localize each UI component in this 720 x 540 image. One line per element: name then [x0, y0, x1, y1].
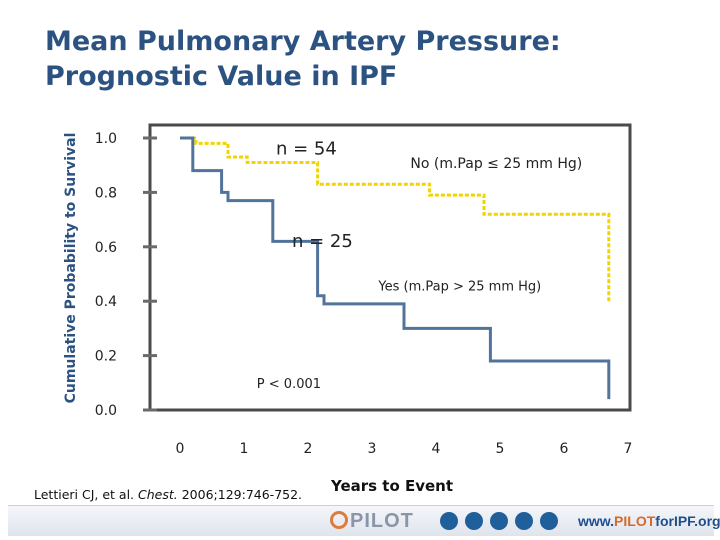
x-axis-label: Years to Event: [330, 477, 453, 495]
pilot-brand: PILOT: [350, 510, 414, 532]
citation: Lettieri CJ, et al. Chest. 2006;129:746-…: [34, 487, 302, 502]
y-tick-label: 0.2: [95, 349, 117, 365]
yes-count-label: n = 25: [292, 231, 353, 252]
x-tick-label: 4: [432, 441, 441, 457]
no-series-line: [180, 136, 611, 302]
page-title: Mean Pulmonary Artery Pressure: Prognost…: [45, 24, 561, 94]
citation-journal: Chest.: [138, 487, 178, 502]
yes-series-line: [180, 136, 611, 400]
url-accent: PILOT: [614, 513, 656, 529]
partner-logo-icon: [515, 512, 533, 530]
x-tick-label: 3: [368, 441, 377, 457]
pilot-logo: PILOT: [330, 510, 414, 533]
p-value-annotation: P < 0.001: [257, 377, 321, 392]
x-tick-label: 1: [240, 441, 249, 457]
y-tick-label: 0.6: [95, 240, 117, 256]
partner-logo-icon: [540, 512, 558, 530]
url-suffix: forIPF.org: [655, 513, 720, 529]
footer-banner: PILOT www.PILOTforIPF.org: [8, 505, 720, 536]
no-count-label: n = 54: [276, 138, 337, 159]
partner-logo-icon: [440, 512, 458, 530]
citation-rest: 2006;129:746-752.: [181, 487, 303, 502]
x-tick-label: 5: [496, 441, 505, 457]
partner-logo-icon: [490, 512, 508, 530]
y-axis-label: Cumulative Probability to Survival: [63, 133, 79, 404]
title-line-2: Prognostic Value in IPF: [45, 61, 398, 92]
no-legend-label: No (m.Pap ≤ 25 mm Hg): [410, 156, 582, 172]
footer-url[interactable]: www.PILOTforIPF.org: [578, 513, 720, 529]
partner-logos: [440, 512, 565, 535]
yes-legend-label: Yes (m.Pap > 25 mm Hg): [377, 279, 541, 294]
x-tick-label: 6: [560, 441, 569, 457]
y-tick-label: 0.0: [95, 403, 117, 419]
y-tick-label: 0.4: [95, 294, 117, 310]
title-line-1: Mean Pulmonary Artery Pressure:: [45, 26, 561, 57]
plot-frame: [148, 123, 632, 412]
x-tick-label: 2: [304, 441, 313, 457]
partner-logo-icon: [465, 512, 483, 530]
url-prefix: www.: [578, 513, 615, 529]
y-tick-label: 1.0: [95, 131, 117, 147]
y-tick-label: 0.8: [95, 185, 117, 201]
citation-authors: Lettieri CJ, et al.: [34, 487, 135, 502]
pilot-mark-icon: [330, 511, 348, 529]
x-tick-label: 7: [624, 441, 633, 457]
x-tick-label: 0: [176, 441, 185, 457]
